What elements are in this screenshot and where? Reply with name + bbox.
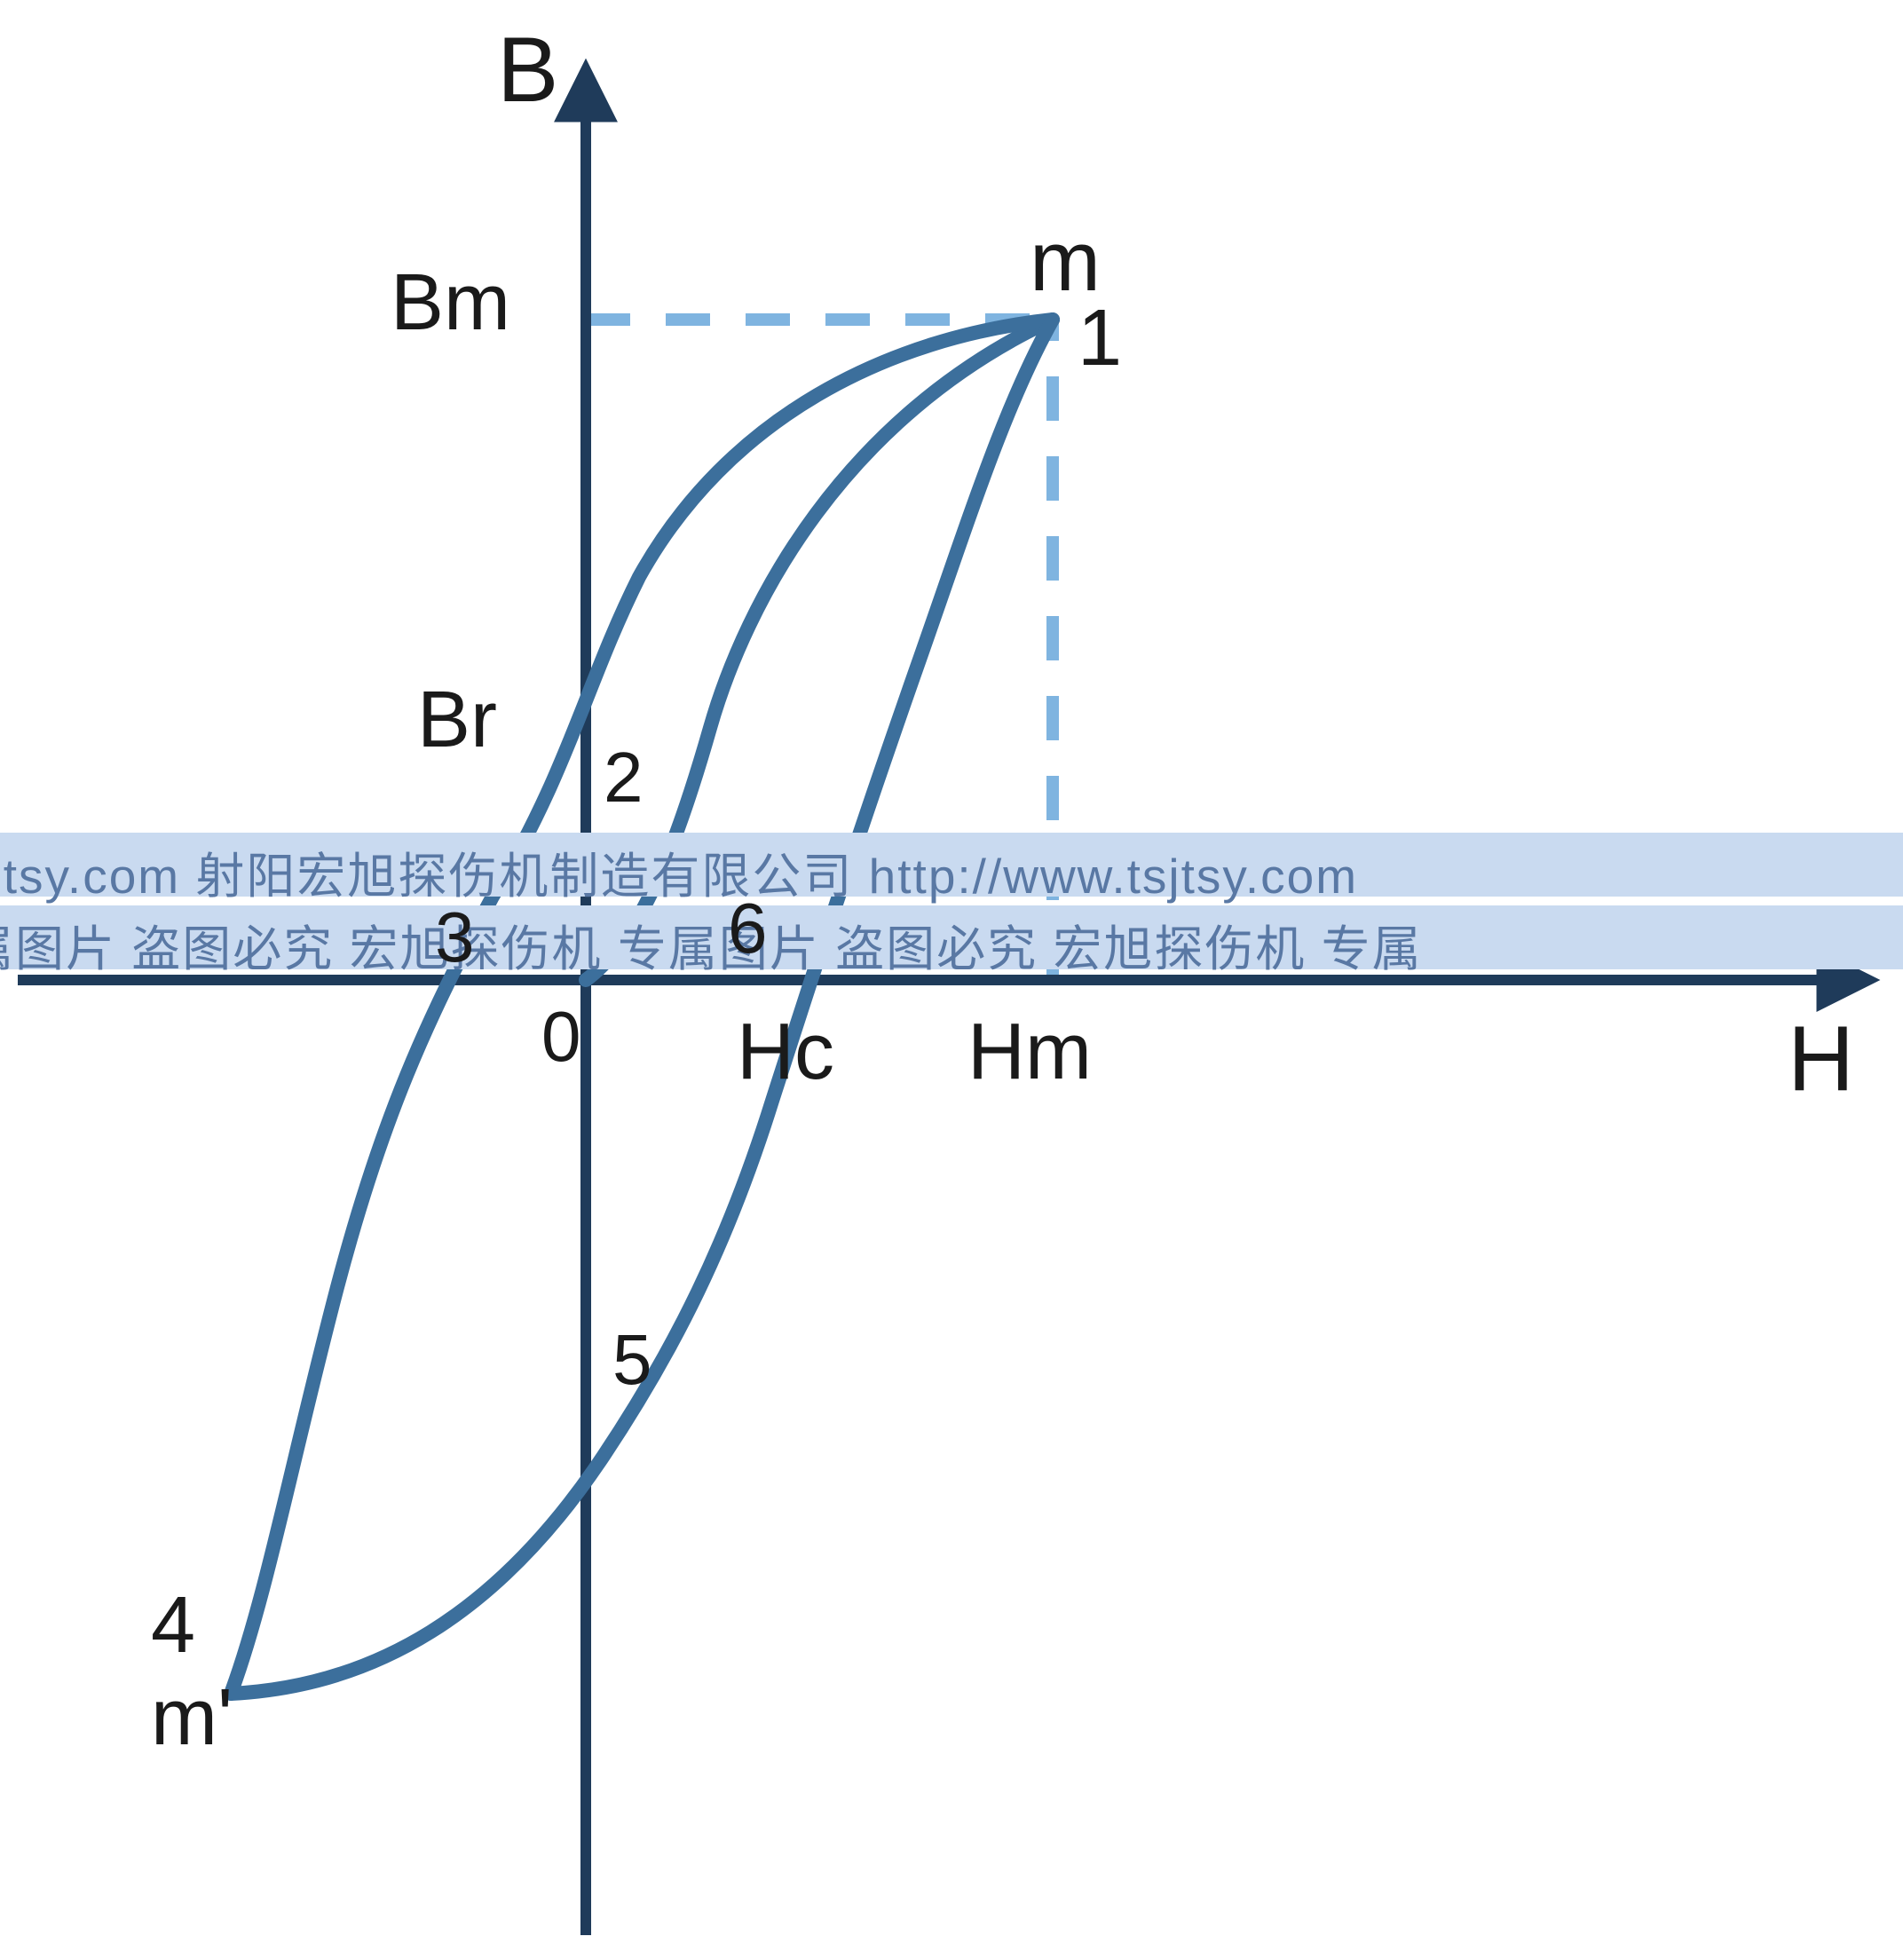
watermark-line-2: 属图片 盗图必究 宏旭探伤机 专属图片 盗图必究 宏旭探伤机 专属 — [0, 909, 1423, 980]
label-1: 1 — [1078, 293, 1122, 384]
label-Br: Br — [417, 675, 497, 766]
label-3: 3 — [435, 897, 475, 978]
curve-lower — [231, 320, 1053, 1694]
label-H: H — [1788, 1007, 1854, 1112]
label-Bm: Bm — [391, 257, 510, 349]
curve-upper — [231, 320, 1053, 1694]
watermark-line-1: sjtsy.com 射阳宏旭探伤机制造有限公司 http://www.tsjts… — [0, 836, 1358, 907]
label-origin: 0 — [541, 996, 581, 1078]
label-B: B — [497, 18, 558, 123]
label-Hc: Hc — [737, 1007, 834, 1098]
label-m-prime: m' — [151, 1672, 233, 1764]
label-5: 5 — [612, 1319, 652, 1401]
label-4: 4 — [151, 1580, 195, 1672]
label-6: 6 — [728, 888, 768, 969]
label-Hm: Hm — [967, 1007, 1092, 1098]
hysteresis-diagram — [0, 0, 1903, 1960]
label-2: 2 — [604, 737, 644, 818]
